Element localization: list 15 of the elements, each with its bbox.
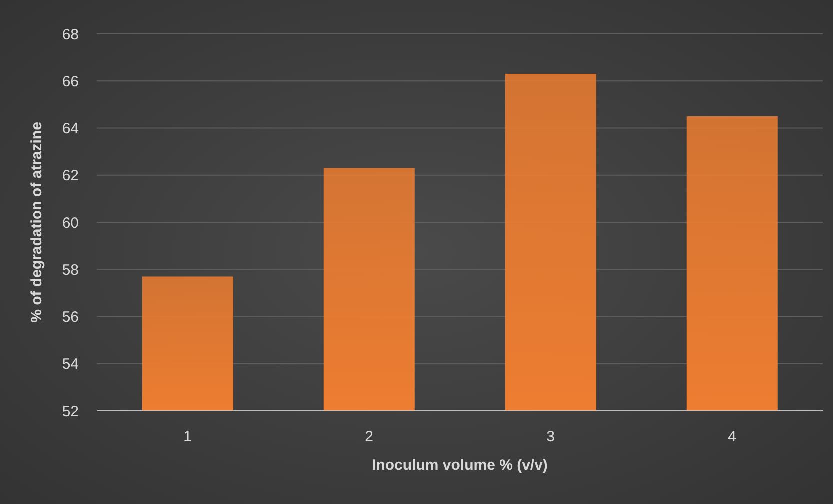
x-tick-label: 3 — [546, 428, 555, 446]
y-tick-label: 60 — [62, 214, 79, 232]
x-axis-title: Inoculum volume % (v/v) — [372, 457, 548, 474]
y-axis-title: % of degradation of atrazine — [28, 122, 46, 323]
x-tick-label: 2 — [365, 428, 374, 446]
y-tick-label: 58 — [62, 262, 79, 279]
y-tick-label: 52 — [62, 403, 79, 420]
x-tick-label: 4 — [728, 428, 736, 446]
y-tick-label: 64 — [62, 120, 79, 138]
x-tick-label: 1 — [184, 428, 192, 446]
y-tick-label: 66 — [62, 73, 79, 90]
y-tick-label: 62 — [62, 168, 79, 185]
y-tick-label: 68 — [62, 26, 79, 44]
y-tick-label: 56 — [62, 309, 79, 326]
y-tick-label: 54 — [62, 356, 79, 374]
